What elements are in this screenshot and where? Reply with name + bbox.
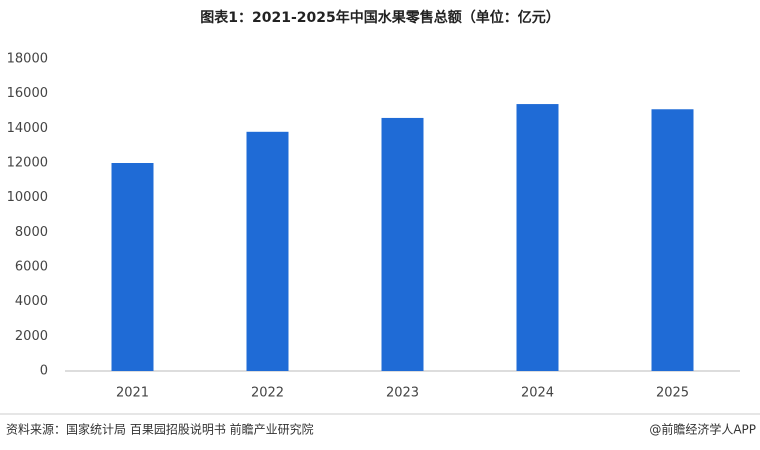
y-tick-label: 10000: [7, 190, 48, 205]
y-tick-label: 6000: [15, 260, 48, 275]
x-tick-label: 2024: [521, 386, 554, 401]
y-tick-label: 14000: [7, 121, 48, 136]
bar: [516, 104, 559, 372]
x-tick-label: 2023: [386, 386, 419, 401]
x-tick-label: 2025: [656, 386, 689, 401]
y-tick-label: 2000: [15, 329, 48, 344]
bar: [111, 163, 154, 371]
credit: @前瞻经济学人APP: [649, 422, 756, 437]
y-tick-label: 4000: [15, 294, 48, 309]
y-tick-label: 0: [40, 364, 48, 379]
y-tick-label: 18000: [7, 52, 48, 67]
x-tick-label: 2021: [116, 386, 149, 401]
y-tick-label: 16000: [7, 86, 48, 101]
bar: [246, 131, 289, 371]
bar: [381, 117, 424, 371]
y-tick-label: 12000: [7, 156, 48, 171]
bar: [651, 109, 694, 372]
y-tick-label: 8000: [15, 225, 48, 240]
x-tick-label: 2022: [251, 386, 284, 401]
chart-title: 图表1：2021-2025年中国水果零售总额（单位：亿元）: [200, 9, 559, 26]
source: 资料来源：国家统计局 百果园招股说明书 前瞻产业研究院: [6, 422, 314, 437]
